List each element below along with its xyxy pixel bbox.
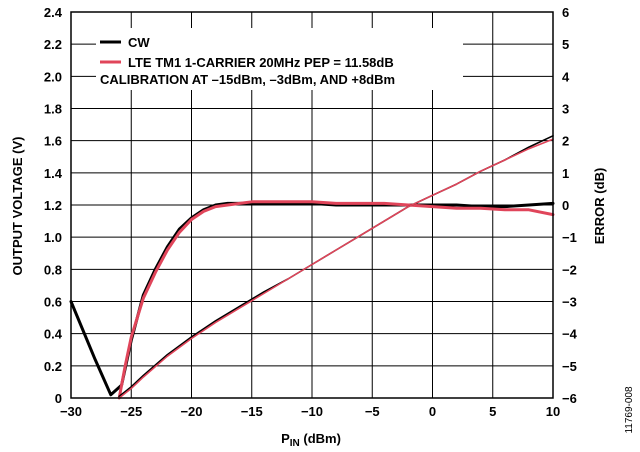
y-left-tick-label: 1.0 [44,230,62,245]
legend-label-lte: LTE TM1 1-CARRIER 20MHz PEP = 11.58dB [128,55,394,70]
plot-border [70,11,554,399]
y-left-tick-label: 0.2 [44,359,62,374]
y-left-tick-label: 1.2 [44,198,62,213]
series-line-lte-voltage [118,138,554,399]
x-tick-label: −30 [60,404,82,419]
legend-calibration-note: CALIBRATION AT –15dBm, –3dBm, AND +8dBm [100,72,395,87]
series-lines [69,135,555,400]
x-axis-title-subscript: IN [290,438,300,449]
y-right-tick-label: 4 [562,69,570,84]
y-right-tick-label: −1 [562,230,577,245]
x-tick-label: −10 [301,404,323,419]
y-left-tick-label: 1.8 [44,102,62,117]
y-right-tick-label: 3 [562,102,569,117]
y-left-tick-label: 1.6 [44,134,62,149]
y-right-tick-label: 6 [562,5,569,20]
y-right-tick-label: −4 [562,327,578,342]
y-left-tick-label: 2.4 [44,5,63,20]
x-tick-label: −25 [120,404,142,419]
figure-id: 11769-008 [624,386,635,434]
x-tick-label: 10 [546,404,560,419]
y-right-tick-label: −5 [562,359,577,374]
x-axis-title: PIN (dBm) [281,431,341,449]
legend-background [96,28,463,90]
x-tick-label: −5 [365,404,380,419]
y-left-tick-label: 0.8 [44,262,62,277]
y-left-tick-label: 0.6 [44,295,62,310]
x-tick-label: −15 [241,404,263,419]
y-right-tick-label: 2 [562,134,569,149]
y-right-tick-label: −6 [562,391,577,406]
series-line-lte-error [117,200,555,400]
y-left-tick-label: 1.4 [44,166,63,181]
y-right-tick-label: −3 [562,295,577,310]
x-tick-label: −20 [180,404,202,419]
plot-frame [70,11,554,399]
y-left-tick-label: 2.2 [44,37,62,52]
x-axis-title-main: P [281,431,290,446]
y-axis-title-left: OUTPUT VOLTAGE (V) [10,137,25,276]
y-right-tick-label: 5 [562,37,569,52]
x-tick-label: 0 [429,404,436,419]
y-right-tick-label: 0 [562,198,569,213]
tick-labels: −30 −25 −20 −15 −10 −5 0 5 1000.20.40.60.81.01.2… [44,5,578,419]
y-right-tick-label: −2 [562,262,577,277]
y-left-tick-label: 0.4 [44,327,63,342]
y-left-tick-label: 2.0 [44,69,62,84]
series-line-cw-voltage [118,135,554,398]
legend: CW LTE TM1 1-CARRIER 20MHz PEP = 11.58dB… [96,28,463,90]
legend-label-cw: CW [128,35,150,50]
y-left-tick-label: 0 [55,391,62,406]
x-axis-title-unit: (dBm) [300,431,341,446]
y-axis-title-right: ERROR (dB) [592,168,607,245]
x-tick-label: 5 [489,404,496,419]
y-right-tick-label: 1 [562,166,569,181]
